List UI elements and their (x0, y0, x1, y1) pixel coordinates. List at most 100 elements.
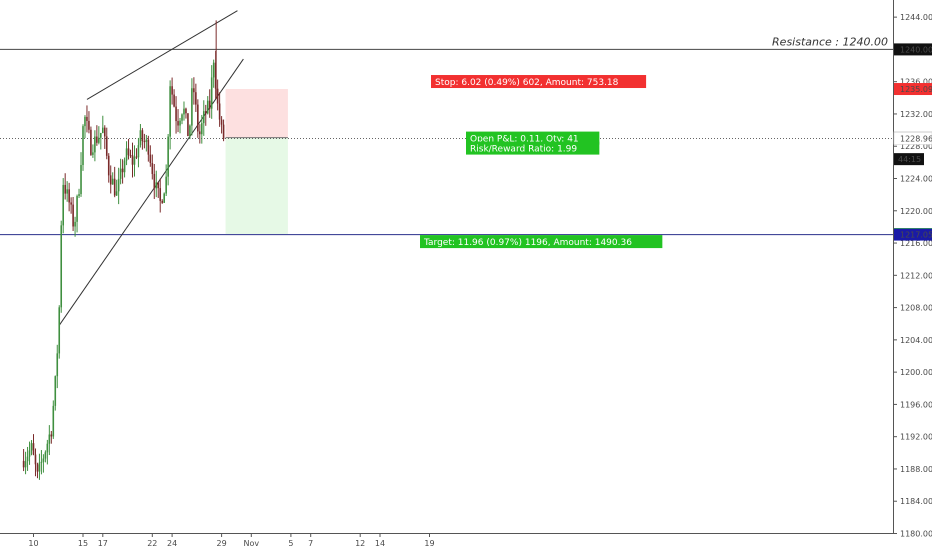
candle-body (131, 155, 134, 165)
candle-body (30, 443, 33, 451)
time-tick-label: 14 (375, 539, 385, 548)
time-tick-label: 29 (217, 539, 227, 548)
candle-body (94, 136, 96, 153)
candle-body (159, 188, 162, 201)
price-axis[interactable]: 1244.00 1240.00 1236.00 1232.00 1228.00 1224.… (893, 0, 932, 550)
time-tick-label: 17 (98, 539, 108, 548)
candle-body (46, 443, 49, 453)
trendline-upper[interactable] (86, 10, 238, 100)
candle-body (121, 168, 124, 173)
price-badge-text: 1228.96 (900, 134, 932, 143)
resistance-label: Resistance : 1240.00 (772, 35, 888, 48)
price-badge: 1217.05 (894, 228, 932, 241)
candle-body (179, 120, 181, 126)
price-tick-label: 1244.00 (900, 13, 932, 22)
trendline-lower[interactable] (58, 58, 244, 326)
price-tick-label: 1224.00 (900, 175, 932, 184)
candle-body (141, 130, 144, 142)
candle-body (32, 443, 35, 455)
candle-body (42, 458, 45, 462)
candle-body (66, 189, 68, 194)
candle-body (204, 111, 207, 114)
candle-body (129, 155, 132, 157)
candle-body (218, 103, 221, 120)
candle-body (64, 184, 66, 194)
risk-reward-label: Risk/Reward Ratio: 1.99 (466, 141, 600, 155)
candle-body (76, 196, 78, 222)
countdown-bg (894, 153, 924, 166)
candle-body (220, 119, 223, 125)
candle-body (153, 173, 156, 189)
candle-body (222, 124, 225, 139)
time-tick-label: 24 (167, 539, 177, 548)
position-zones (225, 89, 288, 235)
candle-body (117, 178, 120, 192)
candle-body (36, 464, 39, 472)
stop-label: Stop: 6.02 (0.49%) 602, Amount: 753.18 (431, 75, 647, 89)
candle-body (60, 225, 63, 308)
open-pnl-label: Open P&L: 0.11, Qty: 41 (466, 131, 600, 145)
candle-body (86, 116, 88, 121)
candle-body (195, 92, 197, 105)
candle-body (147, 139, 150, 155)
price-badge-text: 1217.05 (900, 231, 932, 240)
price-tick-label: 1196.00 (900, 400, 932, 409)
time-tick-label: 12 (355, 539, 365, 548)
candle-body (127, 148, 130, 156)
price-tick-label: 1216.00 (900, 239, 932, 248)
price-tick-label: 1200.00 (900, 368, 932, 377)
price-tick-label: 1192.00 (900, 433, 932, 442)
stop-label-bg (431, 75, 647, 89)
price-badge-text: 1240.00 (900, 45, 932, 54)
stop-zone (225, 89, 288, 138)
candle-body (189, 125, 191, 137)
price-badges: 1240.001235.091229.071228.961217.111217.… (893, 43, 932, 241)
price-badge: 1240.00 (894, 43, 932, 56)
price-badge: 1228.96 (893, 132, 932, 145)
candle-body (78, 194, 80, 197)
candle-body (161, 200, 163, 203)
price-badge-bg (894, 43, 932, 56)
price-badge-bg (894, 228, 932, 241)
price-tick-label: 1228.00 (900, 142, 932, 151)
candle-body (206, 100, 209, 114)
stop-label-text: Stop: 6.02 (0.49%) 602, Amount: 753.18 (435, 78, 619, 88)
candlestick-series (22, 20, 225, 480)
candle-body (34, 454, 37, 465)
candle-body (22, 460, 25, 468)
candle-body (109, 175, 112, 185)
candle-body (70, 202, 72, 205)
candle-body (173, 94, 175, 107)
candle-body (149, 154, 152, 164)
candle-body (58, 307, 61, 354)
candle-body (100, 132, 102, 138)
price-tick-label: 1212.00 (900, 271, 932, 280)
candle-body (157, 182, 160, 189)
price-badge-bg (893, 132, 932, 145)
candle-body (62, 184, 64, 226)
time-axis[interactable]: 10 15 17 22 24 29 Nov 5 7 12 14 19 (0, 533, 894, 550)
candle-body (82, 126, 84, 166)
candle-body (208, 100, 211, 109)
countdown-badge: 44:15 (894, 153, 924, 166)
candle-body (145, 139, 148, 142)
candle-body (187, 113, 189, 137)
candle-body (143, 141, 146, 143)
time-tick-label: 22 (147, 539, 157, 548)
candle-body (169, 86, 171, 137)
candle-body (155, 182, 158, 189)
price-tick-label: 1184.00 (900, 497, 932, 506)
candle-body (171, 86, 173, 95)
candle-body (84, 116, 86, 127)
trendlines[interactable] (58, 10, 244, 326)
candle-body (212, 62, 215, 78)
candle-body (199, 131, 201, 135)
candle-body (111, 178, 114, 185)
countdown-text: 44:15 (898, 155, 921, 164)
time-tick-label: 5 (288, 539, 293, 548)
candle-body (98, 137, 100, 143)
candle-body (40, 461, 43, 463)
price-tick-label: 1220.00 (900, 207, 932, 216)
candle-body (210, 77, 213, 109)
